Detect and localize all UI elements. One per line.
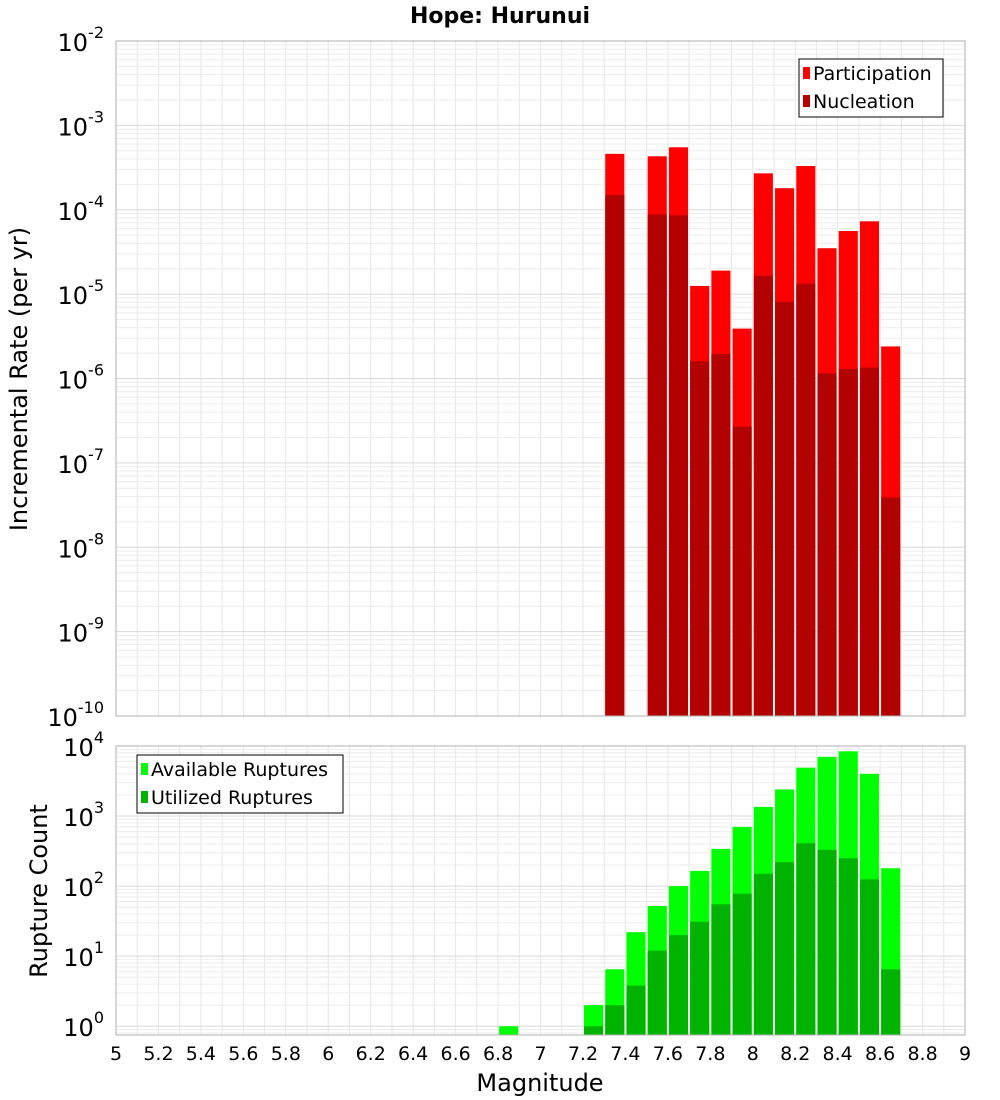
legend-label: Available Ruptures — [151, 759, 328, 781]
bar — [647, 950, 667, 1035]
y-tick-label: 10-8 — [58, 529, 105, 563]
x-tick-label: 5.8 — [271, 1043, 301, 1065]
bar — [881, 969, 901, 1035]
bar — [499, 1026, 519, 1035]
gridlines — [115, 40, 966, 717]
bar — [668, 215, 689, 717]
x-tick-label: 6 — [322, 1043, 334, 1065]
y-tick-label: 10-5 — [58, 276, 105, 310]
legend-box — [136, 754, 344, 814]
x-tick-label: 5.6 — [228, 1043, 258, 1065]
bar — [584, 1026, 604, 1035]
series-nucleation — [605, 194, 901, 717]
bar — [775, 301, 795, 716]
bar — [817, 373, 837, 716]
bar — [668, 935, 689, 1035]
x-tick-label: 5.4 — [186, 1043, 216, 1065]
legend-swatch — [141, 763, 148, 775]
y-tick-label: 103 — [63, 798, 104, 832]
y-tick-label: 10-3 — [58, 107, 105, 141]
bar — [690, 921, 710, 1035]
legend-box — [798, 58, 944, 118]
bar — [838, 368, 858, 716]
bar — [711, 904, 731, 1035]
legend-label: Nucleation — [813, 91, 915, 113]
plot-frame — [115, 40, 966, 717]
bar — [626, 985, 646, 1035]
y-tick-label: 10-9 — [58, 614, 105, 648]
bar — [732, 426, 752, 716]
bar — [775, 862, 795, 1035]
x-tick-label: 8 — [747, 1043, 759, 1065]
bar — [647, 214, 667, 717]
y-tick-label: 100 — [63, 1008, 104, 1042]
bar — [711, 354, 731, 716]
series-utilized-ruptures — [584, 843, 901, 1035]
bar — [690, 361, 710, 716]
legend: Available Ruptures Utilized Ruptures — [136, 754, 344, 814]
x-tick-label: 7.2 — [568, 1043, 598, 1065]
x-tick-label: 5 — [110, 1043, 122, 1065]
bar — [838, 858, 858, 1035]
bar — [796, 283, 816, 716]
y-tick-label: 10-4 — [58, 192, 105, 226]
x-tick-label: 6.6 — [440, 1043, 470, 1065]
legend-swatch — [141, 791, 148, 803]
chart-title: Hope: Hurunui — [410, 4, 590, 29]
y-tick-label: 10-10 — [47, 698, 104, 732]
y-tick-label: 10-7 — [58, 445, 105, 479]
y-tick-label: 10-6 — [58, 361, 105, 395]
bar — [881, 497, 901, 716]
y-tick-label: 104 — [63, 728, 104, 762]
y-tick-label: 10-2 — [58, 23, 105, 57]
x-tick-label: 8.2 — [780, 1043, 810, 1065]
bar — [753, 873, 773, 1035]
rate-y-axis-label: Incremental Rate (per yr) — [5, 227, 33, 531]
bar — [796, 843, 816, 1035]
bar — [605, 1005, 625, 1035]
x-tick-label: 9 — [959, 1043, 971, 1065]
legend-label: Participation — [813, 63, 932, 85]
legend-swatch — [803, 67, 810, 79]
legend: Participation Nucleation — [798, 58, 944, 118]
legend-label: Utilized Ruptures — [151, 787, 313, 809]
bar — [605, 194, 625, 716]
bar — [753, 275, 773, 716]
x-tick-label: 6.8 — [483, 1043, 513, 1065]
x-axis-label: Magnitude — [476, 1069, 603, 1097]
x-tick-label: 8.4 — [823, 1043, 853, 1065]
x-tick-label: 7 — [534, 1043, 546, 1065]
y-tick-label: 102 — [63, 868, 104, 902]
x-tick-label: 5.2 — [143, 1043, 173, 1065]
rate-panel: 10-10 10-9 10-8 10-7 10-6 10-5 10-4 10-3 10-2 Par… — [5, 4, 966, 732]
x-tick-label: 7.8 — [695, 1043, 725, 1065]
bar — [817, 849, 837, 1035]
y-tick-label: 101 — [63, 938, 104, 972]
bar — [859, 367, 880, 716]
x-tick-label: 8.8 — [907, 1043, 937, 1065]
plot-frame — [115, 745, 966, 1036]
x-tick-label: 6.4 — [398, 1043, 428, 1065]
x-tick-label: 7.6 — [653, 1043, 683, 1065]
count-y-axis-label: Rupture Count — [25, 804, 53, 978]
x-tick-label: 6.2 — [356, 1043, 386, 1065]
x-tick-label: 7.4 — [610, 1043, 640, 1065]
bar — [859, 879, 880, 1035]
count-panel: 100 101 102 103 104 5 5.2 5.4 5.6 5.8 6 6.2 6.4 6.6 6.… — [25, 728, 971, 1097]
legend-swatch — [803, 95, 810, 107]
x-tick-label: 8.6 — [865, 1043, 895, 1065]
bar — [732, 893, 752, 1035]
